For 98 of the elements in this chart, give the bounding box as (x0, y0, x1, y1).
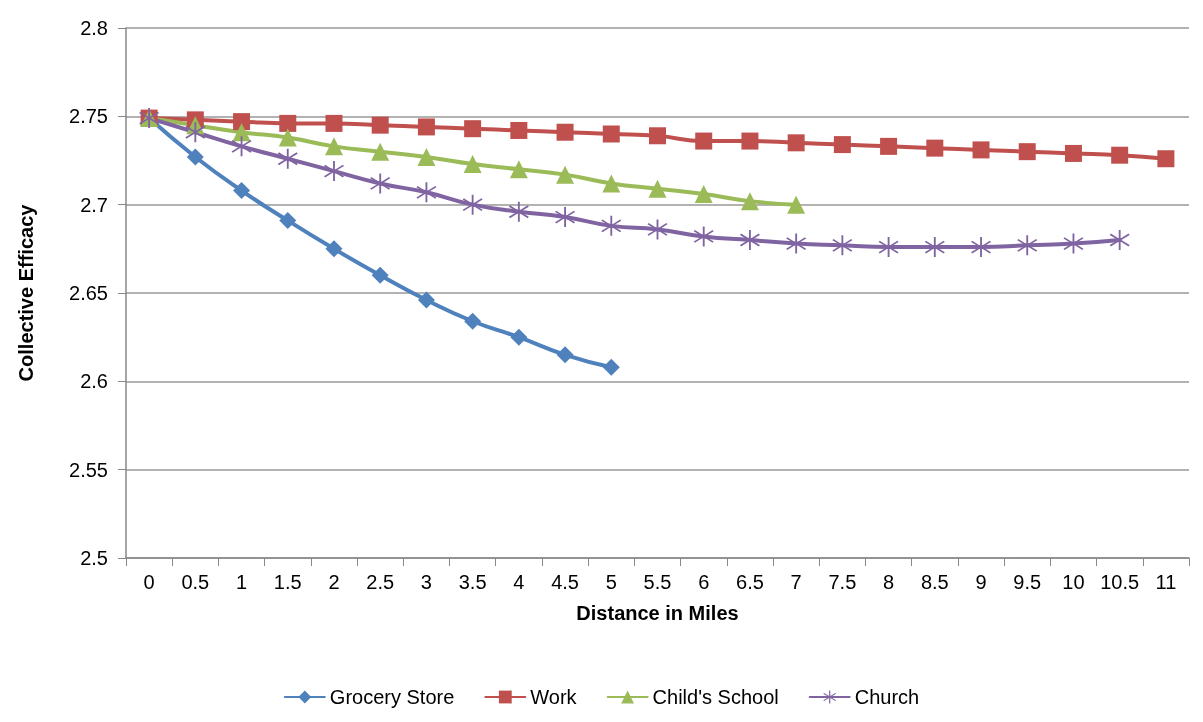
x-tick-label: 0.5 (181, 571, 210, 593)
point (556, 346, 574, 364)
point (1064, 144, 1082, 162)
point (555, 207, 576, 228)
point (833, 136, 851, 154)
point (233, 113, 251, 131)
legend-label: Church (854, 686, 920, 708)
x-tick-label: 6.5 (736, 571, 764, 593)
point (880, 137, 898, 155)
point (325, 114, 343, 132)
point (602, 125, 620, 143)
x-tick-label: 1 (235, 571, 248, 593)
point (832, 235, 853, 256)
point (786, 233, 807, 254)
y-axis-title: Collective Efficacy (15, 203, 37, 382)
x-tick-label: 10.5 (1100, 571, 1140, 593)
y-tick-label: 2.8 (80, 17, 108, 39)
point (510, 328, 528, 346)
point (417, 118, 435, 136)
x-tick-label: 3.5 (458, 571, 487, 593)
x-tick-label: 7 (790, 571, 802, 593)
x-tick-label: 4.5 (551, 571, 579, 593)
x-tick-label: 2.5 (366, 571, 395, 593)
x-tick-label: 5 (605, 571, 617, 593)
point (741, 132, 759, 150)
point (463, 155, 482, 174)
point (232, 123, 251, 142)
point (185, 122, 206, 143)
legend-label: Grocery Store (329, 686, 455, 708)
point (464, 312, 482, 330)
point (926, 139, 944, 157)
point (787, 195, 806, 214)
legend-label: Child's School (652, 686, 779, 708)
y-tick-label: 2.6 (80, 370, 108, 393)
x-tick-label: 8 (883, 571, 895, 593)
x-tick-label: 8.5 (920, 571, 949, 593)
x-tick-label: 0 (143, 571, 155, 593)
x-tick-label: 10 (1062, 571, 1085, 593)
point (1111, 146, 1129, 164)
point (693, 226, 714, 247)
point (602, 174, 621, 193)
point (648, 179, 667, 198)
point (601, 215, 622, 236)
point (787, 134, 805, 152)
point (556, 165, 575, 184)
x-tick-label: 2 (328, 571, 340, 593)
point (278, 128, 297, 147)
point (233, 182, 251, 200)
x-axis-title: Distance in Miles (576, 602, 739, 624)
point (509, 160, 528, 179)
point (462, 194, 483, 215)
point (1157, 150, 1175, 168)
y-tick-label: 2.65 (69, 282, 108, 304)
x-tick-label: 5.5 (643, 571, 672, 593)
point (371, 116, 389, 134)
x-tick-label: 6 (698, 571, 710, 593)
y-tick-label: 2.7 (80, 193, 108, 216)
point (371, 266, 389, 284)
x-tick-label: 4 (513, 571, 525, 593)
point (371, 142, 390, 161)
point (924, 237, 945, 258)
point (878, 237, 899, 258)
point (556, 123, 574, 141)
point (695, 132, 713, 150)
point (740, 192, 759, 211)
point (416, 182, 437, 203)
point (417, 291, 435, 309)
point (602, 358, 620, 376)
legend-label: Work (530, 686, 578, 708)
point (972, 141, 990, 159)
point (279, 114, 297, 132)
point (323, 161, 344, 182)
point (324, 137, 343, 156)
point (1109, 230, 1130, 250)
y-tick-label: 2.55 (69, 458, 108, 481)
point (370, 173, 391, 194)
point (464, 120, 482, 138)
point (1017, 235, 1038, 256)
point (277, 148, 298, 169)
x-tick-label: 3 (420, 571, 432, 593)
point (325, 240, 343, 258)
point (694, 185, 713, 204)
point (739, 230, 760, 250)
point (186, 148, 204, 166)
y-tick-label: 2.5 (80, 547, 108, 569)
x-tick-label: 7.5 (828, 571, 857, 593)
point (1018, 143, 1036, 161)
x-tick-label: 9.5 (1013, 571, 1042, 593)
point (508, 201, 529, 222)
x-tick-label: 1.5 (273, 571, 302, 593)
point (971, 237, 992, 258)
point (510, 121, 528, 139)
point (649, 127, 666, 145)
y-tick-label: 2.75 (69, 105, 108, 128)
x-tick-label: 9 (975, 571, 987, 593)
point (279, 212, 297, 230)
x-tick-label: 11 (1155, 571, 1177, 593)
point (417, 147, 436, 166)
